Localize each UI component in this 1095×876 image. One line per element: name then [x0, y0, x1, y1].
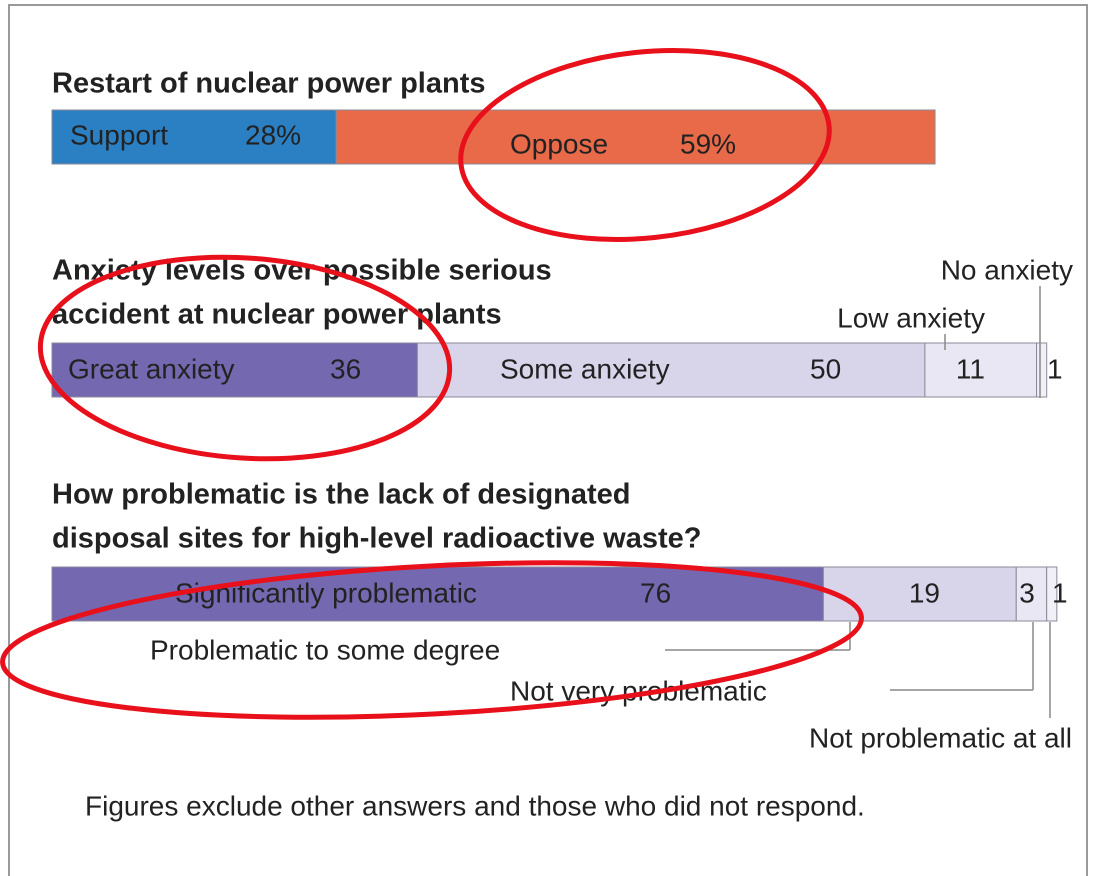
segment-label: No anxiety: [941, 254, 1073, 285]
value-label: 28%: [245, 119, 301, 150]
segment-label: Great anxiety: [68, 353, 235, 384]
segment-label: Some anxiety: [500, 353, 670, 384]
chart-title: How problematic is the lack of designate…: [52, 479, 631, 511]
segment-label: Low anxiety: [837, 302, 985, 333]
bar-segment: [924, 342, 1038, 398]
value-label: 36: [330, 353, 361, 384]
bar-segment: [51, 342, 418, 398]
annotations: [0, 48, 864, 720]
segment-label: Significantly problematic: [175, 577, 477, 608]
chart-title: accident at nuclear power plants: [52, 299, 502, 331]
value-label: 1: [1052, 577, 1068, 608]
value-label: 76: [640, 577, 671, 608]
segment-label: Problematic to some degree: [150, 634, 500, 665]
highlight-ellipse: [0, 560, 864, 720]
segment-label: Not problematic at all: [809, 722, 1072, 753]
bars: Restart of nuclear power plants Support 28…: [51, 68, 1073, 753]
chart-title: disposal sites for high-level radioactiv…: [52, 523, 701, 555]
value-label: 11: [956, 353, 985, 384]
bar-segment: [51, 109, 337, 165]
value-label: 50: [810, 353, 841, 384]
bar-segment: [1015, 566, 1048, 622]
bar-segment: [335, 109, 936, 165]
chart-title: Anxiety levels over possible serious: [52, 255, 552, 287]
value-label: 1: [1047, 353, 1063, 384]
bar-segment: [416, 342, 926, 398]
highlight-ellipse: [458, 48, 832, 242]
value-label: 3: [1019, 577, 1035, 608]
bar-segment: [1036, 342, 1048, 398]
segment-label: Support: [70, 119, 168, 150]
highlight-ellipse: [37, 254, 453, 462]
bar-segment: [1046, 566, 1058, 622]
bar-segment: [822, 566, 1017, 622]
value-label: 59%: [680, 128, 736, 159]
segment-label: Oppose: [510, 128, 608, 159]
footnote: Figures exclude other answers and those …: [85, 790, 865, 821]
chart-title: Restart of nuclear power plants: [52, 68, 486, 100]
value-label: 19: [909, 577, 940, 608]
